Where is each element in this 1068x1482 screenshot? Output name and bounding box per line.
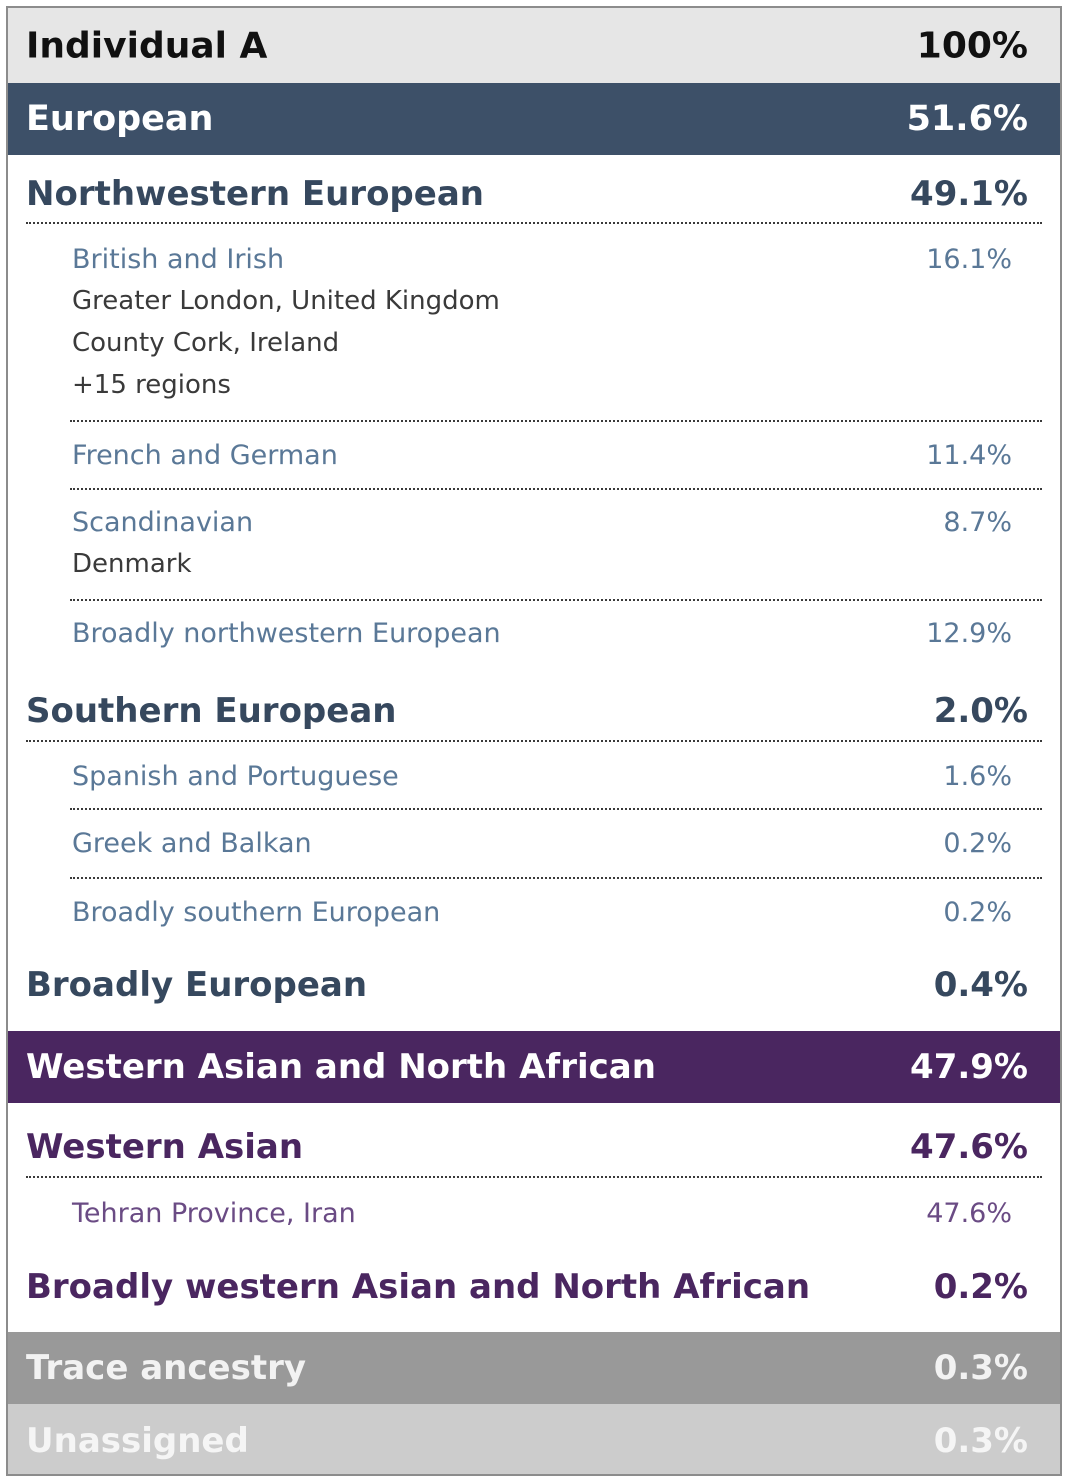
- french-german-percent: 11.4%: [926, 440, 1012, 471]
- broadly-southern-label: Broadly southern European: [72, 897, 441, 928]
- region-item: County Cork, Ireland: [72, 328, 340, 358]
- trace-ancestry-label: Trace ancestry: [26, 1348, 307, 1388]
- unassigned-row: Unassigned 0.3%: [8, 1404, 1060, 1474]
- european-percent: 51.6%: [906, 99, 1028, 139]
- western-asian-row: Western Asian 47.6%: [8, 1124, 1060, 1170]
- wana-row: Western Asian and North African 47.9%: [8, 1031, 1060, 1103]
- broadly-northwestern-label: Broadly northwestern European: [72, 618, 501, 649]
- trace-ancestry-percent: 0.3%: [933, 1348, 1028, 1388]
- divider: [70, 488, 1042, 490]
- divider: [26, 740, 1042, 742]
- wana-label: Western Asian and North African: [26, 1047, 656, 1087]
- european-row: European 51.6%: [8, 83, 1060, 155]
- individual-percent: 100%: [916, 25, 1028, 66]
- british-irish-regions: Greater London, United Kingdom County Co…: [72, 280, 500, 406]
- more-regions-link[interactable]: +15 regions: [72, 370, 231, 400]
- scandinavian-label: Scandinavian: [72, 507, 254, 538]
- ancestry-breakdown-panel: Individual A 100% European 51.6% Northwe…: [6, 6, 1062, 1476]
- broadly-european-percent: 0.4%: [933, 965, 1028, 1005]
- southern-european-percent: 2.0%: [933, 691, 1028, 731]
- tehran-label: Tehran Province, Iran: [72, 1198, 356, 1229]
- northwestern-european-label: Northwestern European: [26, 174, 484, 214]
- southern-european-row: Southern European 2.0%: [8, 688, 1060, 734]
- british-irish-percent: 16.1%: [926, 244, 1012, 275]
- broadly-wana-row: Broadly western Asian and North African …: [8, 1264, 1060, 1310]
- northwestern-european-percent: 49.1%: [910, 174, 1028, 214]
- wana-percent: 47.9%: [910, 1047, 1028, 1087]
- divider: [70, 877, 1042, 879]
- divider: [70, 808, 1042, 810]
- southern-european-label: Southern European: [26, 691, 397, 731]
- divider: [26, 222, 1042, 224]
- spanish-portuguese-label: Spanish and Portuguese: [72, 761, 399, 792]
- divider: [70, 420, 1042, 422]
- broadly-wana-label: Broadly western Asian and North African: [26, 1267, 811, 1307]
- broadly-northwestern-percent: 12.9%: [926, 618, 1012, 649]
- divider: [70, 599, 1042, 601]
- british-irish-label: British and Irish: [72, 244, 285, 275]
- french-german-label: French and German: [72, 440, 338, 471]
- unassigned-percent: 0.3%: [933, 1421, 1028, 1461]
- scandinavian-regions: Denmark: [72, 543, 192, 585]
- unassigned-label: Unassigned: [26, 1421, 249, 1461]
- broadly-european-row: Broadly European 0.4%: [8, 962, 1060, 1008]
- broadly-wana-percent: 0.2%: [933, 1267, 1028, 1307]
- european-label: European: [26, 99, 214, 139]
- scandinavian-percent: 8.7%: [943, 507, 1012, 538]
- divider: [26, 1176, 1042, 1178]
- western-asian-label: Western Asian: [26, 1127, 304, 1167]
- northwestern-european-row: Northwestern European 49.1%: [8, 171, 1060, 217]
- greek-balkan-label: Greek and Balkan: [72, 828, 312, 859]
- individual-label: Individual A: [26, 25, 268, 66]
- broadly-european-label: Broadly European: [26, 965, 368, 1005]
- trace-ancestry-row: Trace ancestry 0.3%: [8, 1332, 1060, 1404]
- region-item: Denmark: [72, 549, 192, 579]
- western-asian-percent: 47.6%: [910, 1127, 1028, 1167]
- broadly-southern-percent: 0.2%: [943, 897, 1012, 928]
- spanish-portuguese-percent: 1.6%: [943, 761, 1012, 792]
- header-row: Individual A 100%: [8, 8, 1060, 83]
- greek-balkan-percent: 0.2%: [943, 828, 1012, 859]
- region-item: Greater London, United Kingdom: [72, 286, 500, 316]
- tehran-percent: 47.6%: [926, 1198, 1012, 1229]
